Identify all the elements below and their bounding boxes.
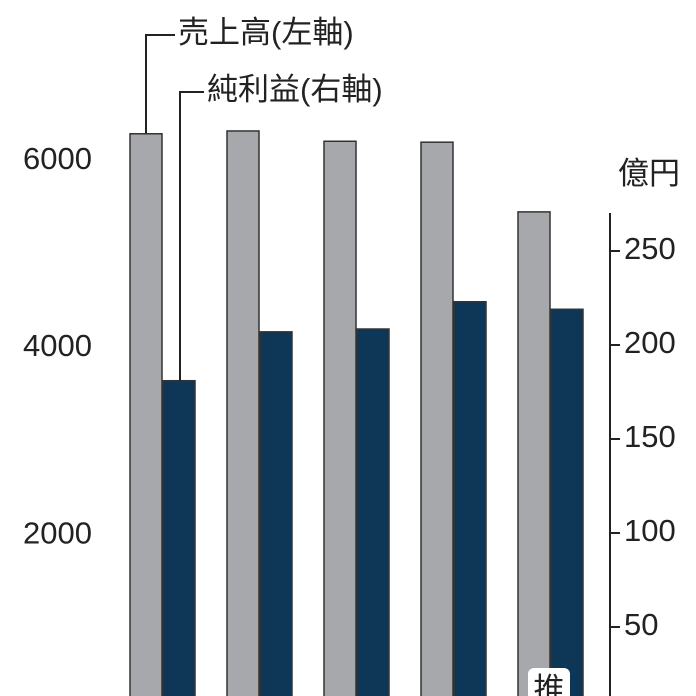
y2-axis-unit: 億円 [618,156,680,191]
y2-tick-label: 150 [624,419,676,454]
bar [129,133,163,696]
y-tick-label: 6000 [23,141,92,176]
bar [226,130,260,696]
legend-leader [179,91,204,381]
y2-tick-label: 50 [624,607,658,642]
bar [550,308,584,696]
y-tick-label: 2000 [23,515,92,550]
annotation: 推 [534,672,565,696]
y2-tick-label: 250 [624,231,676,266]
bar [323,140,357,696]
legend-leader [145,34,175,134]
bar [162,379,196,696]
bar [259,331,293,696]
y2-tick-label: 100 [624,513,676,548]
bar [517,211,551,696]
legend-label: 純利益(右軸) [207,72,383,107]
annotation-box [528,668,570,696]
y-tick-label: 4000 [23,328,92,363]
bar [420,141,454,696]
legend-label: 売上高(左軸) [178,15,354,50]
y2-tick-label: 200 [624,325,676,360]
bar [356,328,390,696]
bar [453,301,487,696]
